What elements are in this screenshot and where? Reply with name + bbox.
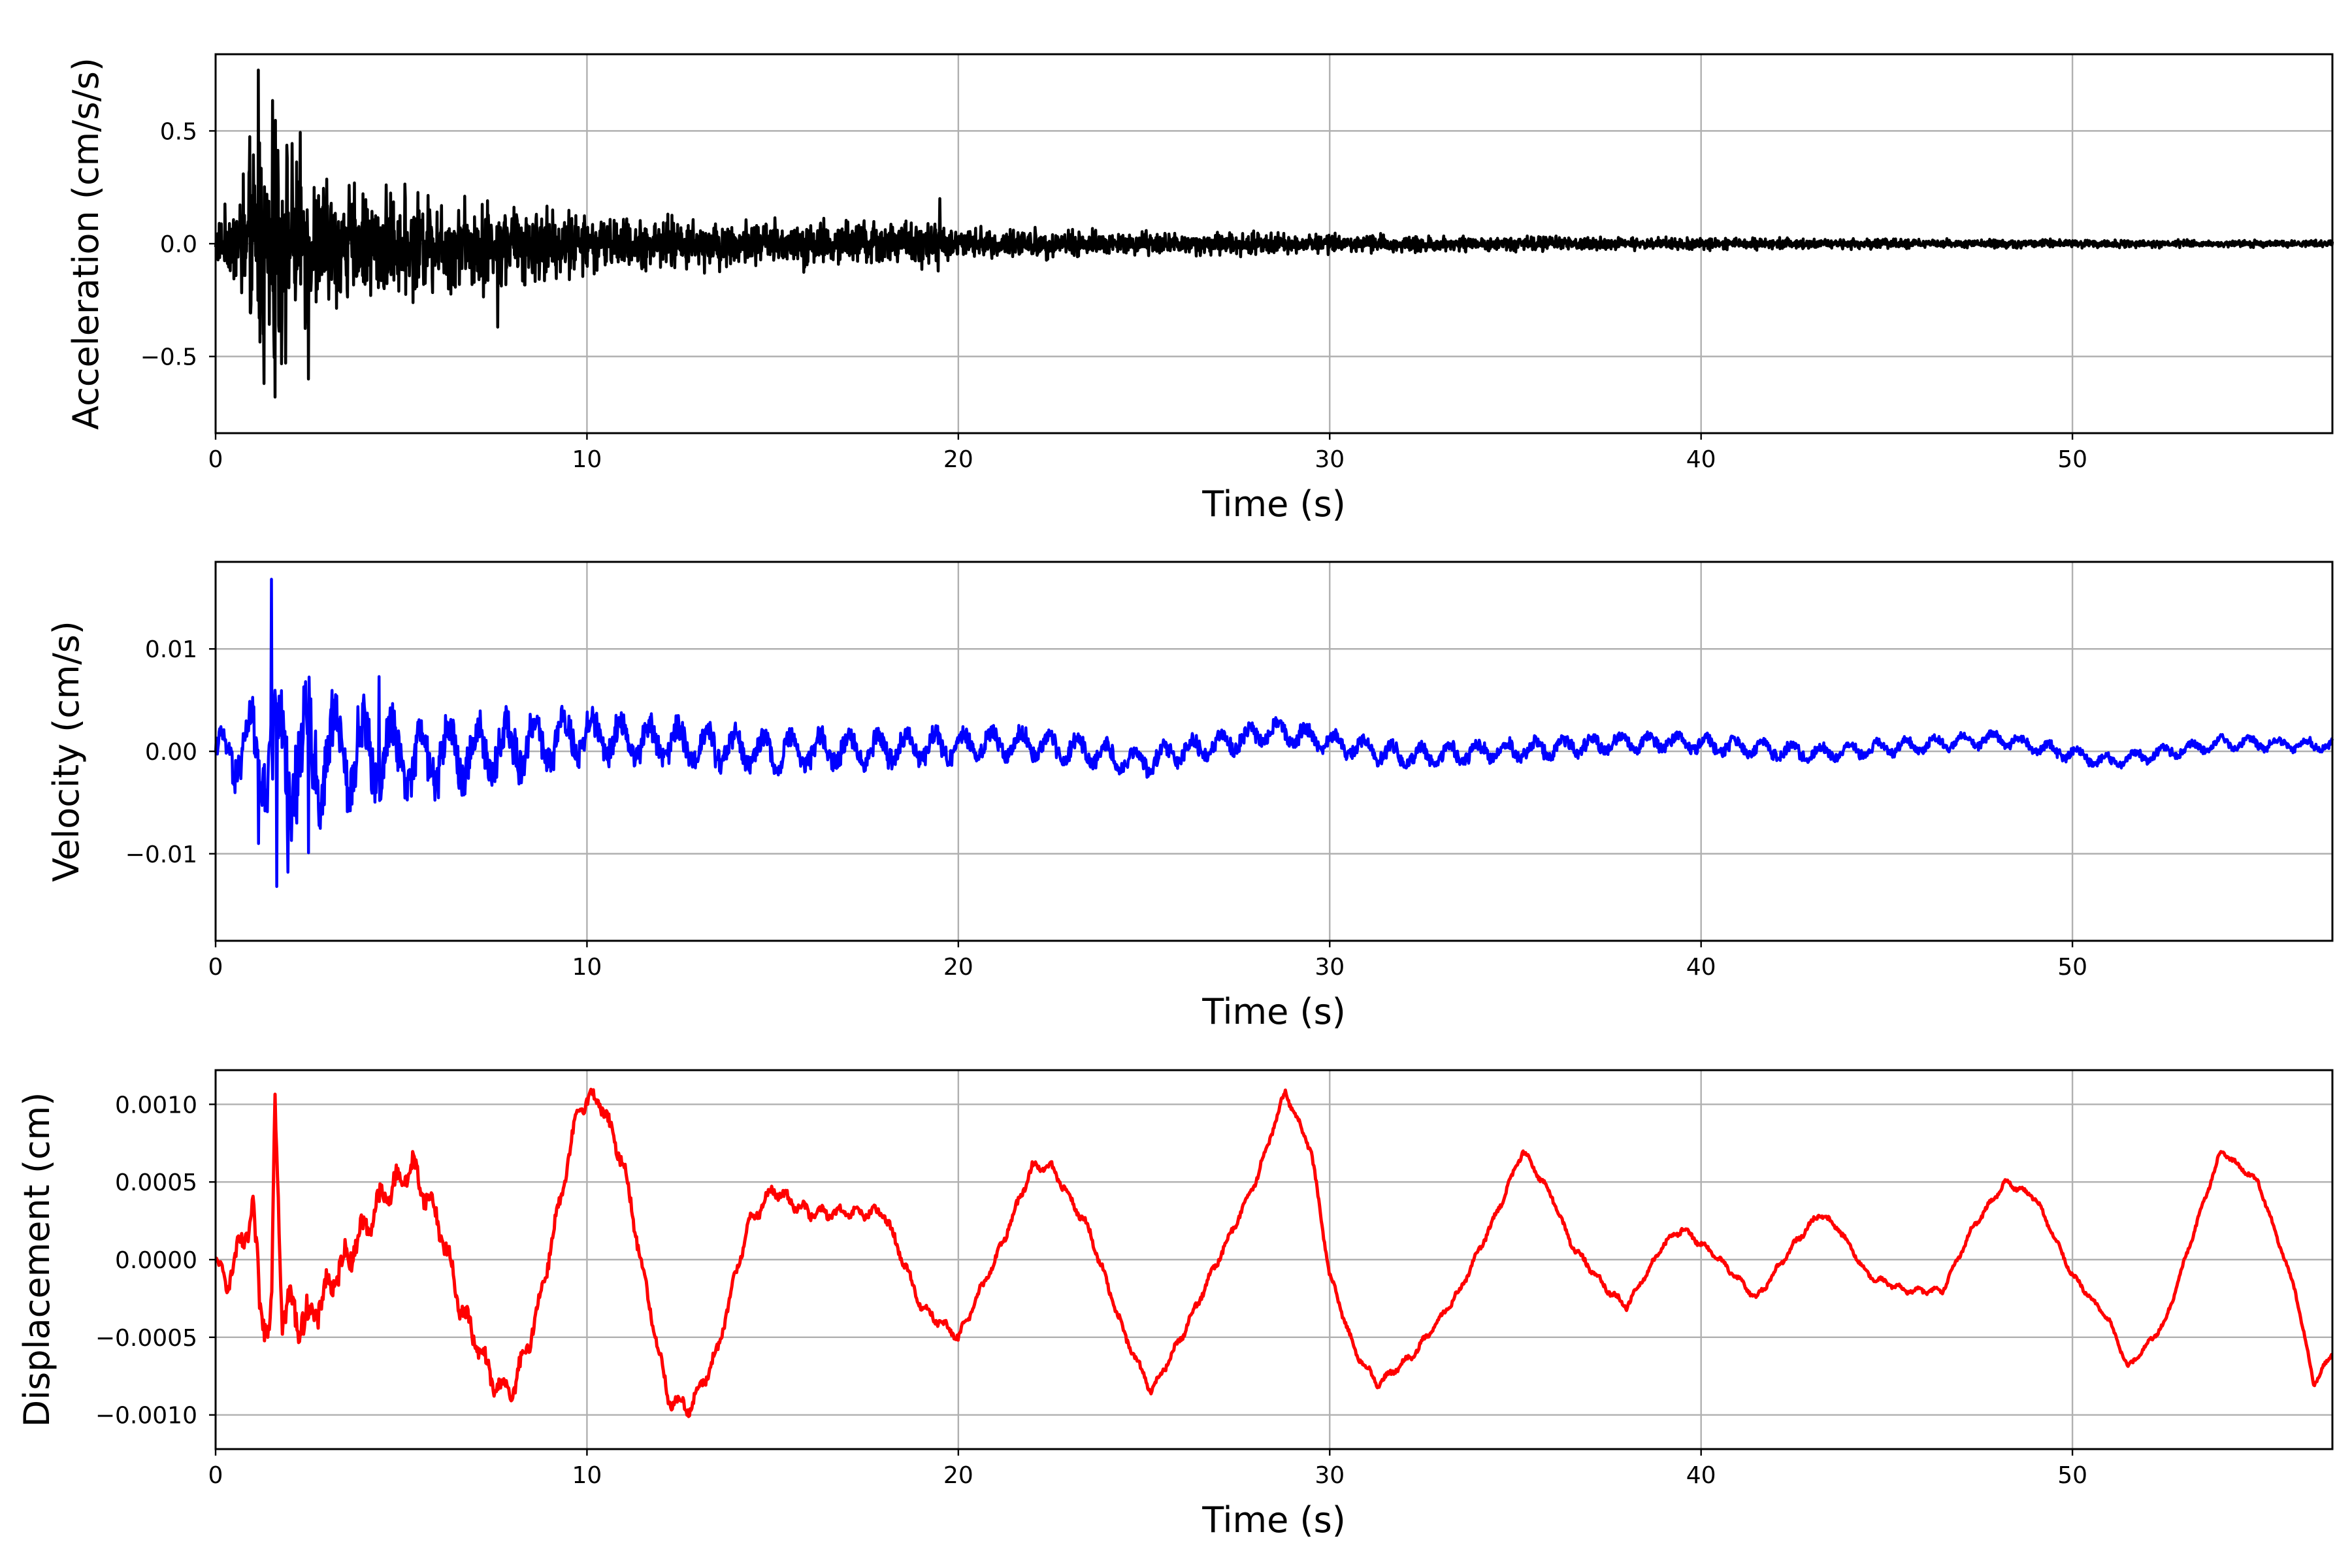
displacement-x-ticks: 0 10 20 30 40 50 xyxy=(208,1449,2087,1489)
x-tick-label: 30 xyxy=(1315,446,1345,473)
y-tick-label: 0.01 xyxy=(145,636,197,663)
x-tick-label: 0 xyxy=(208,446,223,473)
acceleration-x-axis-title: Time (s) xyxy=(1201,483,1346,525)
x-tick-label: 50 xyxy=(2057,1462,2087,1489)
x-tick-label: 10 xyxy=(572,954,602,981)
velocity-x-axis-title: Time (s) xyxy=(1201,991,1346,1032)
velocity-y-axis-title: Velocity (cm/s) xyxy=(46,621,87,882)
acceleration-x-ticks: 0 10 20 30 40 50 xyxy=(208,433,2087,473)
y-tick-label: 0.0000 xyxy=(115,1247,197,1274)
displacement-grid xyxy=(214,1070,2332,1449)
x-tick-label: 40 xyxy=(1686,1462,1716,1489)
y-tick-label: 0.5 xyxy=(160,118,197,145)
y-tick-label: 0.0005 xyxy=(115,1169,197,1196)
x-tick-label: 20 xyxy=(943,1462,973,1489)
y-tick-label: −0.01 xyxy=(125,841,197,868)
velocity-y-ticks: 0.01 0.00 −0.01 xyxy=(125,636,216,868)
x-tick-label: 20 xyxy=(943,446,973,473)
y-tick-label: −0.0010 xyxy=(95,1403,197,1429)
acceleration-y-ticks: 0.5 0.0 −0.5 xyxy=(140,118,216,371)
x-tick-label: 20 xyxy=(943,954,973,981)
x-tick-label: 40 xyxy=(1686,446,1716,473)
y-tick-label: −0.0005 xyxy=(95,1325,197,1352)
x-tick-label: 50 xyxy=(2057,446,2087,473)
x-tick-label: 0 xyxy=(208,954,223,981)
x-tick-label: 10 xyxy=(572,446,602,473)
x-tick-label: 30 xyxy=(1315,954,1345,981)
acceleration-y-axis-title: Acceleration (cm/s/s) xyxy=(65,57,106,430)
y-tick-label: 0.0010 xyxy=(115,1092,197,1119)
x-tick-label: 0 xyxy=(208,1462,223,1489)
x-tick-label: 40 xyxy=(1686,954,1716,981)
y-tick-label: 0.00 xyxy=(145,739,197,766)
displacement-y-ticks: 0.0010 0.0005 0.0000 −0.0005 −0.0010 xyxy=(95,1092,216,1429)
x-tick-label: 30 xyxy=(1315,1462,1345,1489)
displacement-series-line xyxy=(214,1087,2334,1418)
velocity-x-ticks: 0 10 20 30 40 50 xyxy=(208,941,2087,981)
velocity-series-line xyxy=(214,578,2334,889)
y-tick-label: −0.5 xyxy=(140,344,197,371)
acceleration-panel: 0 10 20 30 40 50 0.5 0.0 −0.5 Time (s) Accelera… xyxy=(65,53,2334,525)
y-tick-label: 0.0 xyxy=(160,231,197,258)
velocity-panel: 0 10 20 30 40 50 0.01 0.00 −0.01 Time (s) Veloc… xyxy=(46,561,2334,1032)
acceleration-series-line xyxy=(214,68,2334,399)
displacement-x-axis-title: Time (s) xyxy=(1201,1499,1346,1541)
displacement-y-axis-title: Displacement (cm) xyxy=(16,1092,57,1428)
displacement-panel: 0 10 20 30 40 50 0.0010 0.0005 0.0000 −0.0005 −0.… xyxy=(16,1069,2334,1541)
x-tick-label: 50 xyxy=(2057,954,2087,981)
x-tick-label: 10 xyxy=(572,1462,602,1489)
